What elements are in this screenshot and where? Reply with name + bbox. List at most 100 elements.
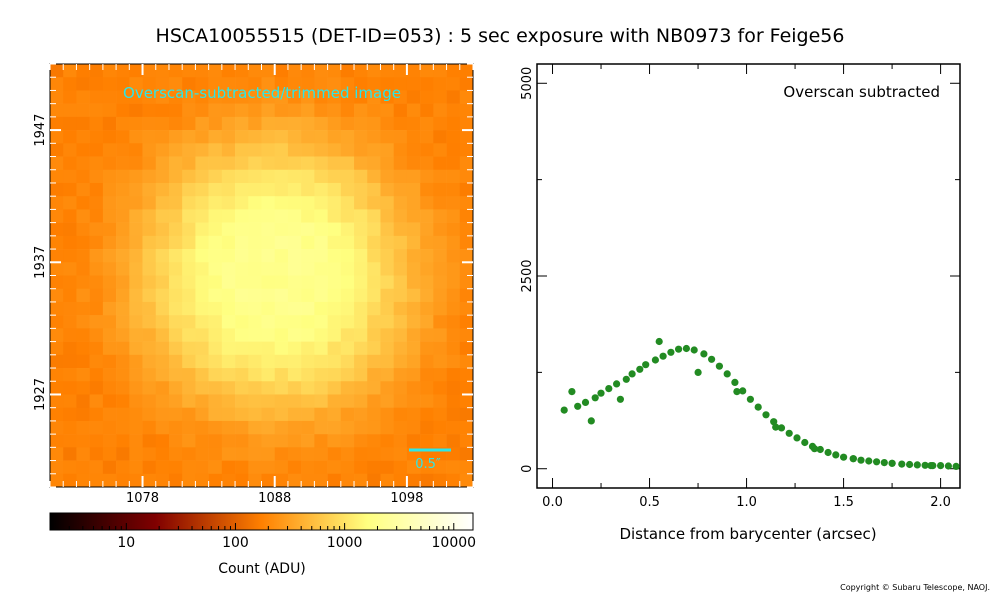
image-pixel xyxy=(261,156,276,171)
image-pixel xyxy=(446,156,461,171)
image-pixel xyxy=(287,288,302,303)
image-pixel xyxy=(89,262,104,276)
image-pixel xyxy=(459,262,474,276)
image-pixel xyxy=(155,328,170,342)
image-pixel xyxy=(261,143,276,157)
image-pixel xyxy=(155,222,170,237)
image-pixel xyxy=(261,249,276,263)
image-pixel xyxy=(142,77,157,91)
image-pixel xyxy=(274,381,289,395)
image-pixel xyxy=(261,434,276,448)
image-pixel xyxy=(50,156,64,171)
image-pixel xyxy=(221,143,236,157)
image-pixel xyxy=(235,182,249,197)
image-pixel xyxy=(63,407,77,422)
image-pixel xyxy=(459,116,474,131)
image-pixel xyxy=(459,64,474,78)
image-pixel xyxy=(393,77,408,91)
image-pixel xyxy=(327,341,342,356)
image-pixel xyxy=(327,235,342,250)
image-pixel xyxy=(367,222,381,237)
image-pixel xyxy=(155,77,170,91)
image-pixel xyxy=(433,90,447,104)
image-pixel xyxy=(63,235,77,250)
image-pixel xyxy=(221,156,236,171)
image-pixel xyxy=(327,116,342,131)
image-pixel xyxy=(208,130,223,144)
image-pixel xyxy=(116,301,130,316)
image-pixel xyxy=(261,235,276,250)
image-pixel xyxy=(340,90,355,104)
image-pixel xyxy=(50,447,64,461)
image-pixel xyxy=(208,301,223,316)
image-pixel xyxy=(420,169,434,184)
image-pixel xyxy=(102,64,117,78)
image-pixel xyxy=(367,301,381,316)
image-pixel xyxy=(367,209,381,223)
image-x-tick-label: 1098 xyxy=(390,491,423,506)
image-pixel xyxy=(221,262,236,276)
image-pixel xyxy=(76,116,90,131)
scatter-point xyxy=(591,394,599,402)
colorbar-tick-label: 1000 xyxy=(327,535,363,551)
scatter-point xyxy=(642,361,650,369)
image-pixel xyxy=(327,90,342,104)
image-pixel xyxy=(221,182,236,197)
image-pixel xyxy=(274,130,289,144)
image-pixel xyxy=(235,169,249,184)
image-pixel xyxy=(129,235,143,250)
image-pixel xyxy=(168,434,183,448)
image-pixel xyxy=(274,460,289,475)
image-pixel xyxy=(63,447,77,461)
image-pixel xyxy=(63,288,77,303)
image-pixel xyxy=(287,249,302,263)
image-pixel xyxy=(406,64,421,78)
image-pixel xyxy=(76,169,90,184)
scatter-point xyxy=(793,434,801,442)
image-pixel xyxy=(116,262,130,276)
image-pixel xyxy=(420,249,434,263)
image-pixel xyxy=(89,315,104,329)
image-pixel xyxy=(50,460,64,475)
image-pixel xyxy=(208,460,223,475)
image-pixel xyxy=(221,288,236,303)
image-pixel xyxy=(420,341,434,356)
image-pixel xyxy=(195,209,209,223)
image-ticks xyxy=(49,63,474,488)
image-pixel xyxy=(155,143,170,157)
image-pixel xyxy=(102,169,117,184)
image-pixel xyxy=(340,262,355,276)
image-pixel xyxy=(182,315,196,329)
image-pixel xyxy=(393,169,408,184)
scatter-point xyxy=(880,459,888,467)
image-pixel xyxy=(129,354,143,369)
image-pixel xyxy=(380,116,394,131)
image-pixel xyxy=(301,407,315,422)
image-pixel xyxy=(129,196,143,210)
image-pixel xyxy=(380,235,394,250)
image-pixel xyxy=(76,222,90,237)
image-pixel xyxy=(142,262,157,276)
image-pixel xyxy=(129,301,143,316)
scatter-point xyxy=(873,458,881,466)
image-pixel xyxy=(63,434,77,448)
image-pixel xyxy=(102,473,117,488)
image-pixel xyxy=(221,77,236,91)
image-pixel xyxy=(406,288,421,303)
image-pixel xyxy=(393,235,408,250)
scatter-point xyxy=(952,462,960,470)
image-pixel xyxy=(221,420,236,435)
image-pixel xyxy=(221,328,236,342)
image-pixel xyxy=(116,222,130,237)
image-pixel xyxy=(102,288,117,303)
image-pixel xyxy=(195,394,209,408)
colorbar: 10 100 1000 10000 Count (ADU) xyxy=(49,512,476,577)
image-pixel xyxy=(50,209,64,223)
image-pixel xyxy=(235,315,249,329)
image-pixel xyxy=(116,143,130,157)
image-pixel xyxy=(168,473,183,488)
image-pixel xyxy=(420,368,434,382)
image-pixel xyxy=(327,301,342,316)
image-pixel xyxy=(367,434,381,448)
image-pixel xyxy=(76,381,90,395)
